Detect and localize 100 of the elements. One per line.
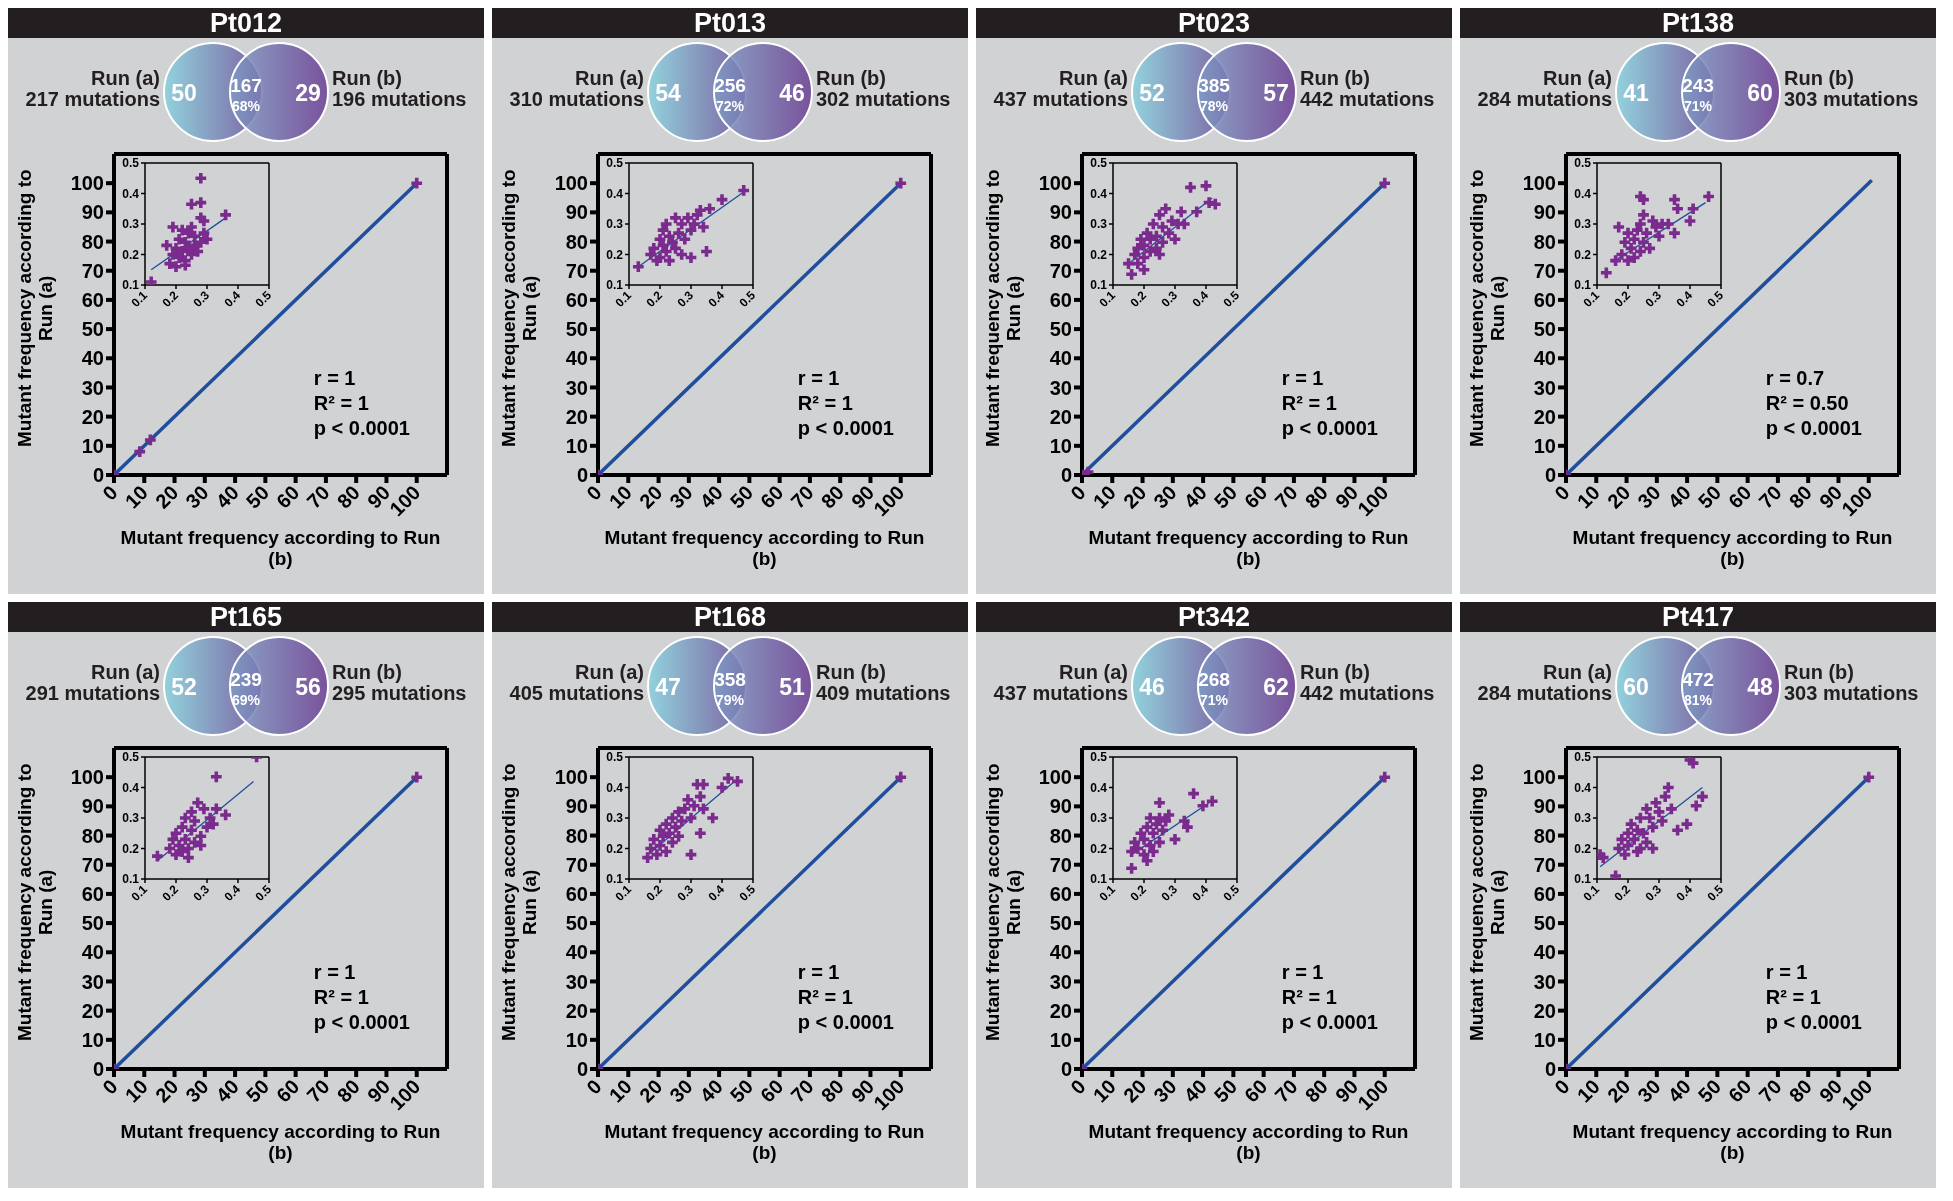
y-tick-label: 70 xyxy=(565,853,588,876)
text: 52 xyxy=(171,674,197,700)
text: 71% xyxy=(1199,692,1229,708)
y-tick-label: 80 xyxy=(1533,824,1556,847)
annotation: r = 0.7 xyxy=(1765,365,1826,391)
y-tick-label: 20 xyxy=(81,999,104,1022)
x-tick-label: 0.2 xyxy=(1127,287,1150,310)
y-tick-label: 0.2 xyxy=(1090,841,1108,856)
x-tick-label: 60 xyxy=(1724,1075,1756,1107)
text: 60 xyxy=(1623,674,1649,700)
x-tick-label: 0.5 xyxy=(252,287,275,310)
y-tick-label: 50 xyxy=(1533,912,1556,935)
y-tick-label: 30 xyxy=(565,970,588,993)
y-axis-title: Mutant frequency according to Run (a) xyxy=(1466,763,1508,1042)
y-tick-label: 0.4 xyxy=(1090,780,1108,795)
y-tick-label: 20 xyxy=(1049,405,1072,428)
y-tick-label: 0 xyxy=(1544,1058,1556,1081)
text: 47 xyxy=(655,674,681,700)
y-tick-label: 30 xyxy=(1533,376,1556,399)
x-tick-label: 0.5 xyxy=(1704,881,1727,904)
y-tick-label: 40 xyxy=(1533,941,1556,964)
y-tick-label: 40 xyxy=(1533,347,1556,370)
text: 48 xyxy=(1747,674,1773,700)
x-tick-label: 80 xyxy=(1784,481,1816,513)
y-tick-label: 30 xyxy=(565,376,588,399)
text: 358 xyxy=(714,669,746,690)
text: 72% xyxy=(715,98,745,114)
x-axis-title: Mutant frequency according to Run (b) xyxy=(1572,1121,1893,1163)
x-tick-label: 0.3 xyxy=(190,287,213,310)
y-tick-label: 0.4 xyxy=(122,186,140,201)
y-tick-label: 50 xyxy=(1049,318,1072,341)
y-tick-label: 0.5 xyxy=(122,156,140,171)
x-tick-label: 80 xyxy=(816,481,848,513)
y-tick-label: 90 xyxy=(1533,795,1556,818)
y-axis-title: Mutant frequency according to Run (a) xyxy=(1466,169,1508,448)
chart-title: Pt165 xyxy=(209,602,283,632)
y-tick-label: 20 xyxy=(1533,999,1556,1022)
y-tick-label: 40 xyxy=(1049,941,1072,964)
y-tick-label: 0 xyxy=(576,464,588,487)
y-tick-label: 20 xyxy=(81,405,104,428)
x-tick-label: 50 xyxy=(1693,481,1726,513)
y-tick-label: 70 xyxy=(1533,853,1556,876)
y-tick-label: 100 xyxy=(1522,766,1556,789)
annotation: R² = 1 xyxy=(797,984,854,1010)
y-tick-label: 0.4 xyxy=(1574,186,1592,201)
x-tick-label: 80 xyxy=(332,481,364,513)
text: 243 xyxy=(1682,75,1714,96)
y-tick-label: 0.5 xyxy=(606,750,624,765)
y-tick-label: 0.4 xyxy=(606,186,624,201)
text: 52 xyxy=(1139,80,1165,106)
annotation: p < 0.0001 xyxy=(797,415,894,441)
text: Run (a) xyxy=(1543,67,1612,89)
x-tick-label: 30 xyxy=(1633,481,1665,513)
x-tick-label: 0.2 xyxy=(643,287,666,310)
x-tick-label: 80 xyxy=(1300,481,1332,513)
x-axis-title: Mutant frequency according to Run (b) xyxy=(1572,527,1893,569)
x-tick-label: 20 xyxy=(635,1075,667,1107)
x-axis-title: Mutant frequency according to Run (b) xyxy=(604,527,925,569)
y-tick-label: 30 xyxy=(81,970,104,993)
text: Run (b) xyxy=(332,67,402,89)
annotation: r = 1 xyxy=(1281,959,1325,985)
text: Run (b) xyxy=(1300,67,1370,89)
x-tick-label: 40 xyxy=(1179,1075,1211,1107)
annotation: R² = 0.50 xyxy=(1765,390,1850,416)
x-tick-label: 60 xyxy=(756,481,788,513)
annotation: p < 0.0001 xyxy=(797,1009,894,1035)
y-tick-label: 70 xyxy=(81,259,104,282)
y-tick-label: 50 xyxy=(81,912,104,935)
y-tick-label: 20 xyxy=(1049,999,1072,1022)
y-tick-label: 0.3 xyxy=(122,217,140,232)
y-tick-label: 30 xyxy=(1049,376,1072,399)
y-tick-label: 0.3 xyxy=(606,811,624,826)
y-tick-label: 0.3 xyxy=(1574,811,1592,826)
x-tick-label: 0.2 xyxy=(159,881,182,904)
text: Run (a) xyxy=(1543,661,1612,683)
x-tick-label: 50 xyxy=(1209,1075,1242,1107)
x-tick-label: 0.3 xyxy=(1642,881,1665,904)
y-tick-label: 70 xyxy=(1049,853,1072,876)
y-tick-label: 80 xyxy=(565,230,588,253)
annotation: R² = 1 xyxy=(1281,390,1338,416)
y-tick-label: 40 xyxy=(565,941,588,964)
x-tick-label: 0.2 xyxy=(1127,881,1150,904)
y-tick-label: 100 xyxy=(70,172,104,195)
x-tick-label: 80 xyxy=(1784,1075,1816,1107)
text: 437 mutations xyxy=(993,682,1128,704)
annotation: r = 1 xyxy=(313,959,357,985)
y-tick-label: 0 xyxy=(92,464,104,487)
annotation: p < 0.0001 xyxy=(1281,1009,1378,1035)
text: 291 mutations xyxy=(25,682,160,704)
x-tick-label: 0.4 xyxy=(705,287,728,310)
x-tick-label: 0.4 xyxy=(1189,881,1212,904)
y-tick-label: 0.5 xyxy=(1574,156,1592,171)
y-tick-label: 0.3 xyxy=(122,811,140,826)
y-tick-label: 10 xyxy=(81,1028,104,1051)
y-tick-label: 10 xyxy=(565,434,588,457)
annotation: r = 1 xyxy=(1281,365,1325,391)
x-tick-label: 70 xyxy=(1754,481,1786,513)
x-tick-label: 70 xyxy=(1270,1075,1302,1107)
text: Run (b) xyxy=(332,661,402,683)
annotation: p < 0.0001 xyxy=(313,1009,410,1035)
